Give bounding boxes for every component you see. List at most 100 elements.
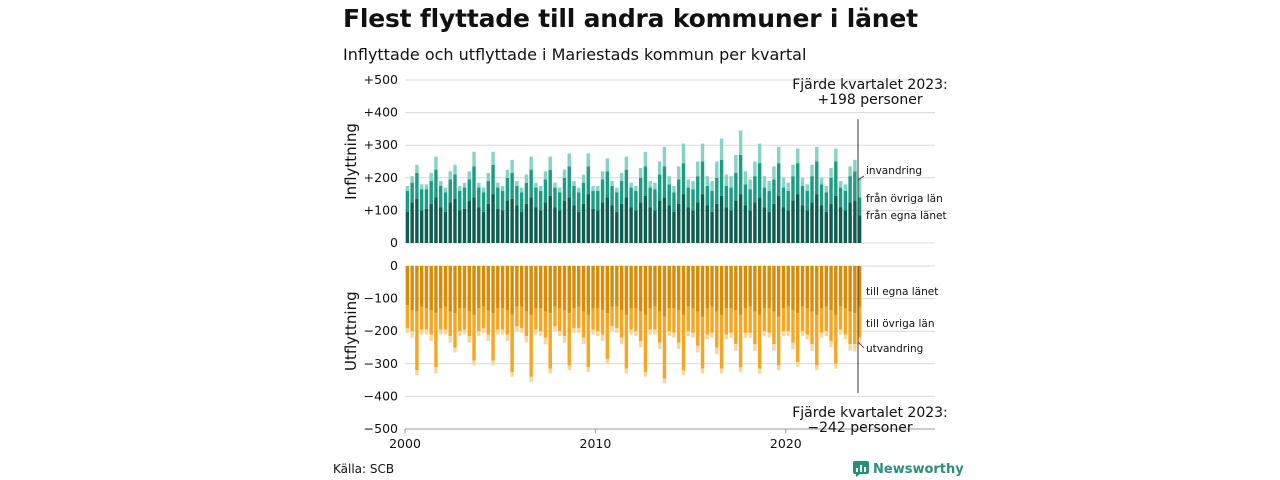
bar-outflow — [829, 310, 833, 341]
y-tick-label: +100 — [364, 202, 398, 217]
bar-outflow — [743, 308, 748, 333]
bar-outflow — [529, 376, 533, 382]
bar-inflow — [572, 185, 576, 206]
bar-outflow — [577, 327, 581, 333]
bar-inflow — [796, 194, 800, 243]
bar-inflow — [705, 176, 709, 186]
y-tick-label: 0 — [390, 235, 398, 250]
bar-outflow — [829, 340, 833, 348]
bar-outflow — [710, 266, 714, 307]
bar-outflow — [534, 266, 538, 309]
bar-inflow — [781, 187, 786, 208]
bar-inflow — [781, 177, 786, 188]
bar-inflow — [824, 192, 829, 213]
bar-inflow — [767, 181, 771, 191]
bar-inflow — [496, 182, 500, 188]
bar-outflow — [691, 332, 695, 338]
bar-outflow — [553, 266, 557, 307]
bar-inflow — [443, 192, 448, 213]
bar-inflow — [434, 156, 438, 170]
bar-inflow — [615, 192, 619, 213]
bar-inflow — [810, 176, 814, 203]
bar-outflow — [519, 327, 524, 333]
bar-inflow — [815, 161, 819, 195]
bar-inflow — [515, 205, 519, 243]
bar-outflow — [743, 332, 748, 338]
bar-outflow — [638, 311, 643, 341]
bar-inflow — [538, 185, 543, 191]
bar-inflow — [467, 200, 471, 243]
bar-inflow — [496, 187, 500, 209]
bar-outflow — [767, 266, 771, 309]
bar-outflow — [429, 334, 433, 341]
bar-outflow — [696, 311, 700, 346]
bar-outflow — [496, 329, 500, 335]
bar-inflow — [515, 181, 519, 186]
bar-outflow — [505, 334, 510, 341]
bar-outflow — [672, 266, 676, 309]
bar-outflow — [567, 365, 571, 371]
bar-outflow — [524, 311, 529, 337]
bar-outflow — [843, 334, 848, 340]
bar-outflow — [405, 327, 410, 333]
bar-outflow — [715, 266, 719, 312]
bar-inflow — [543, 179, 548, 203]
bar-outflow — [653, 329, 657, 335]
x-tick-label: 2020 — [770, 436, 802, 451]
bar-inflow — [424, 184, 429, 190]
bar-outflow — [543, 266, 548, 312]
bar-inflow — [681, 163, 686, 195]
bar-outflow — [619, 337, 624, 345]
bar-outflow — [453, 347, 457, 353]
bar-inflow — [791, 164, 795, 177]
bar-inflow — [600, 179, 605, 203]
bar-outflow — [481, 327, 486, 333]
bar-inflow — [715, 203, 719, 243]
bar-outflow — [776, 365, 781, 371]
bar-inflow — [748, 179, 752, 190]
bar-outflow — [610, 326, 614, 332]
bar-outflow — [757, 314, 762, 369]
bar-inflow — [753, 176, 757, 203]
bar-outflow — [662, 316, 667, 379]
bar-inflow — [696, 202, 700, 243]
bar-inflow — [700, 194, 705, 243]
bar-outflow — [819, 266, 824, 309]
bar-inflow — [515, 185, 519, 206]
bar-inflow — [848, 202, 852, 243]
bar-inflow — [581, 182, 586, 204]
bar-inflow — [638, 168, 643, 178]
bar-outflow — [681, 370, 686, 376]
bar-inflow — [757, 143, 762, 164]
bar-inflow — [458, 210, 462, 243]
bar-inflow — [819, 177, 824, 185]
source-note: Källa: SCB — [333, 462, 395, 476]
bar-outflow — [848, 344, 852, 351]
bar-inflow — [519, 212, 524, 243]
bar-outflow — [419, 266, 424, 307]
bar-inflow — [748, 189, 752, 211]
bar-inflow — [548, 156, 552, 170]
bar-inflow — [691, 181, 695, 190]
bar-outflow — [715, 311, 719, 348]
bar-inflow — [524, 174, 529, 183]
bar-outflow — [681, 266, 686, 315]
bar-outflow — [643, 314, 648, 372]
bar-inflow — [591, 190, 595, 209]
y-tick-label: −200 — [364, 323, 398, 338]
bar-inflow — [458, 185, 462, 191]
bar-outflow — [477, 266, 481, 309]
bar-outflow — [853, 313, 857, 345]
bar-inflow — [729, 176, 733, 188]
brand-logo[interactable]: Newsworthy — [853, 461, 964, 477]
bar-outflow — [596, 266, 600, 309]
bar-outflow — [605, 358, 610, 364]
bar-outflow — [553, 306, 557, 327]
bar-outflow — [715, 347, 719, 355]
bar-inflow — [672, 192, 676, 213]
bar-inflow — [534, 187, 538, 208]
bar-inflow — [543, 202, 548, 243]
bar-outflow — [538, 308, 543, 332]
bar-inflow — [591, 208, 595, 243]
bar-inflow — [434, 169, 438, 198]
